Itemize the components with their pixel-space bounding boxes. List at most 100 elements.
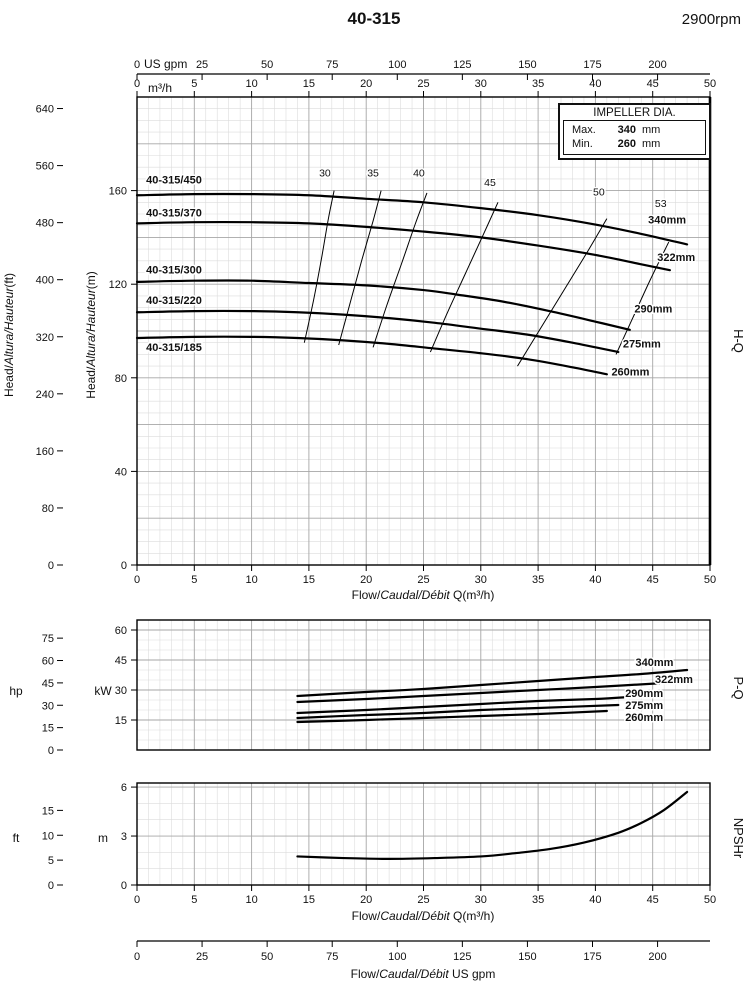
tick-label: 40	[115, 466, 127, 478]
tick-label: 45	[647, 574, 659, 586]
efficiency-line	[303, 190, 335, 343]
tick-label: 400	[36, 275, 54, 287]
pump-curve-275mm	[135, 309, 620, 354]
tick-label: 30	[475, 894, 487, 906]
tick-label: 160	[36, 446, 54, 458]
hq-xaxis-title: Flow/Caudal/Débit Q(m³/h)	[352, 588, 495, 602]
pq-chart: 15 30 45 60 0 15 30 45 60 75 340mm 322mm 290mm275mm2…	[42, 619, 711, 757]
tick-label: 15	[42, 723, 54, 735]
tick-label: 0	[121, 560, 127, 572]
tick-label: 25	[196, 951, 208, 963]
tick-label: 50	[704, 574, 716, 586]
pq-side-label: P-Q	[731, 676, 746, 699]
legend-title: IMPELLER DIA.	[593, 107, 676, 119]
power-curve-260mm	[296, 709, 608, 724]
tick-label: 200	[648, 951, 666, 963]
tick-label: 25	[417, 78, 429, 90]
usgpm-bottom-axis-group: 0 25 50 75 100 125 150 175 200	[134, 940, 710, 963]
tick-label: 100	[388, 951, 406, 963]
tick-label: 480	[36, 218, 54, 230]
diameter-label: 322mm	[655, 674, 693, 686]
tick-label: 125	[453, 951, 471, 963]
kw-axis-title: kW	[94, 684, 112, 698]
tick-label: 50	[704, 894, 716, 906]
npshr-side-label: NPSHr	[731, 818, 746, 859]
tick-label: 40	[589, 894, 601, 906]
efficiency-label: 40	[413, 168, 425, 180]
npshr-chart: 0 3 6 0 5 10 15 0 5 10 15 20 25 30 35 40 45 50	[42, 782, 716, 906]
tick-label: 20	[360, 894, 372, 906]
tick-label: 35	[532, 894, 544, 906]
diameter-label: 340mm	[636, 657, 674, 669]
m-axis-title: m	[98, 831, 108, 845]
power-curve-290mm	[296, 695, 631, 715]
ft-axis-title: ft	[13, 831, 20, 845]
tick-label: 60	[115, 625, 127, 637]
model-label: 40-315/450	[146, 175, 202, 187]
hq-side-label: H-Q	[731, 329, 746, 353]
tick-label: 30	[475, 78, 487, 90]
head-m-axis-title: Head/Altura/Hauteur(m)	[84, 271, 98, 398]
npshr-xaxis-title: Flow/Caudal/Débit Q(m³/h)	[352, 909, 495, 923]
tick-label: 40	[589, 78, 601, 90]
tick-label: 150	[518, 59, 536, 71]
tick-label: 75	[326, 951, 338, 963]
model-label: 40-315/185	[146, 342, 202, 354]
tick-label: 25	[417, 574, 429, 586]
model-label: 40-315/300	[146, 265, 202, 277]
tick-label: 640	[36, 104, 54, 116]
tick-label: 100	[388, 59, 406, 71]
tick-label: 80	[115, 373, 127, 385]
power-curve-340mm	[296, 668, 689, 698]
legend-max-row: Max. 340 mm	[572, 124, 661, 136]
tick-label: 15	[42, 805, 54, 817]
npshr-curve	[296, 790, 689, 860]
plot-frame	[136, 619, 711, 751]
diameter-label: 260mm	[611, 366, 649, 378]
tick-label: 15	[303, 894, 315, 906]
legend-min-row: Min. 260 mm	[572, 138, 661, 150]
tick-label: 60	[42, 656, 54, 668]
pump-curve-290mm	[135, 279, 631, 331]
efficiency-label: 50	[593, 186, 605, 198]
tick-label: 40	[589, 574, 601, 586]
tick-label: 0	[48, 745, 54, 757]
tick-label: 15	[303, 574, 315, 586]
tick-label: 125	[453, 59, 471, 71]
tick-label: 75	[326, 59, 338, 71]
diameter-label: 290mm	[625, 688, 663, 700]
usgpm-unit-label: US gpm	[144, 57, 187, 71]
tick-label: 5	[191, 894, 197, 906]
efficiency-label: 45	[484, 177, 496, 189]
tick-label: 0	[121, 880, 127, 892]
tick-label: 0	[134, 951, 140, 963]
tick-label: 10	[245, 78, 257, 90]
tick-label: 5	[48, 855, 54, 867]
diameter-label: 275mm	[623, 338, 661, 350]
tick-label: 160	[109, 186, 127, 198]
tick-label: 45	[647, 78, 659, 90]
tick-label: 240	[36, 389, 54, 401]
major-grid	[137, 97, 710, 565]
tick-label: 30	[115, 685, 127, 697]
efficiency-line	[517, 218, 608, 367]
efficiency-line	[372, 192, 428, 348]
tick-label: 25	[196, 59, 208, 71]
tick-label: 15	[115, 715, 127, 727]
tick-label: 20	[360, 78, 372, 90]
efficiency-line	[429, 202, 499, 353]
model-label: 40-315/220	[146, 295, 202, 307]
tick-label: 50	[704, 78, 716, 90]
head-ft-axis-title: Head/Altura/Hauteur(ft)	[2, 273, 16, 397]
efficiency-label: 53	[655, 198, 667, 210]
tick-label: 30	[42, 700, 54, 712]
power-curve-322mm	[296, 681, 666, 704]
pump-curve-260mm	[135, 335, 608, 376]
tick-label: 120	[109, 279, 127, 291]
tick-label: 0	[134, 894, 140, 906]
tick-label: 5	[191, 78, 197, 90]
diameter-label: 275mm	[625, 700, 663, 712]
pump-curve-322mm	[135, 220, 671, 272]
tick-label: 30	[475, 574, 487, 586]
model-label: 40-315/370	[146, 207, 202, 219]
